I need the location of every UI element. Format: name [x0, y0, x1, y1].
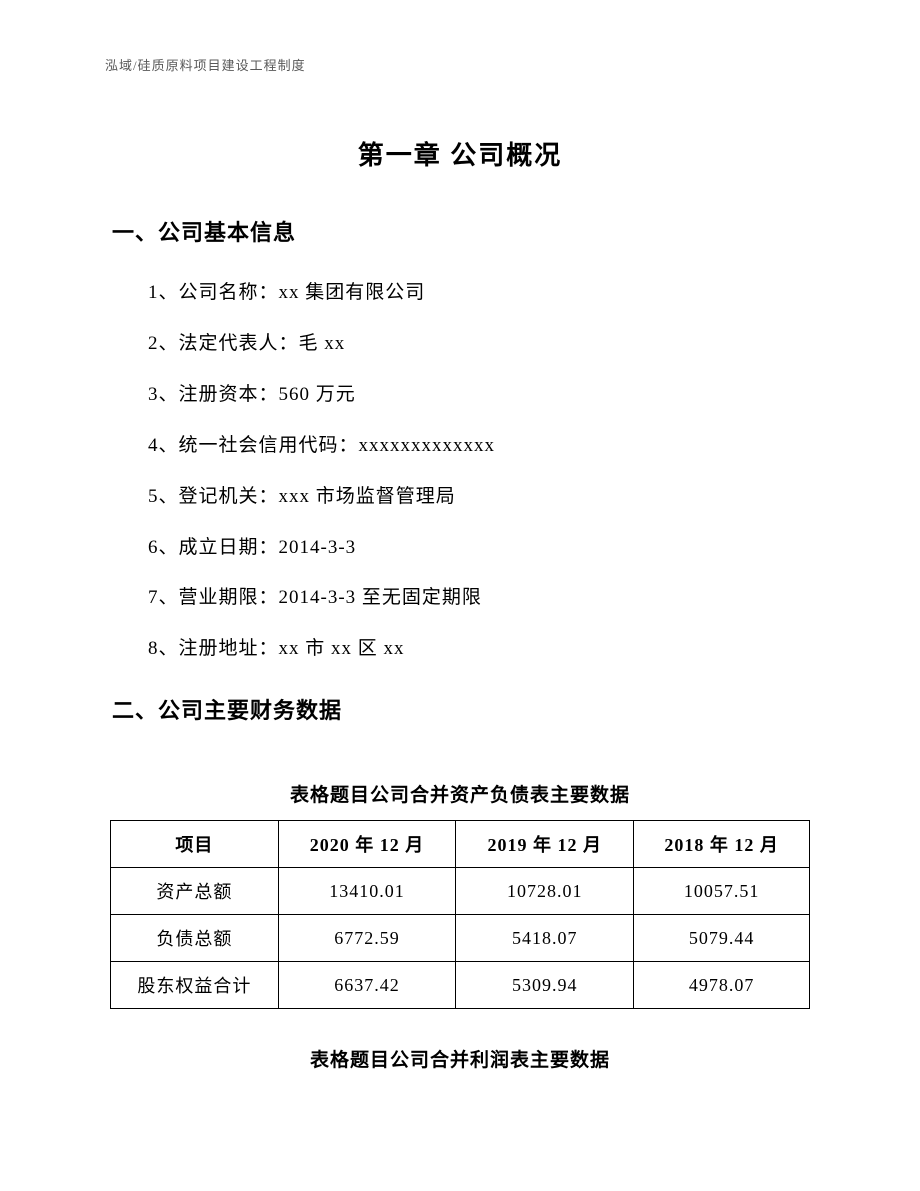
table-cell: 5309.94	[456, 962, 634, 1009]
info-item-est-date: 6、成立日期：2014-3-3	[148, 523, 495, 574]
table-row: 负债总额 6772.59 5418.07 5079.44	[111, 915, 810, 962]
table-header-row: 项目 2020 年 12 月 2019 年 12 月 2018 年 12 月	[111, 821, 810, 868]
table-cell: 5079.44	[634, 915, 810, 962]
table-row: 资产总额 13410.01 10728.01 10057.51	[111, 868, 810, 915]
table-header-cell: 2020 年 12 月	[278, 821, 456, 868]
info-item-company-name: 1、公司名称：xx 集团有限公司	[148, 268, 495, 319]
table-cell: 13410.01	[278, 868, 456, 915]
table-cell: 10057.51	[634, 868, 810, 915]
info-item-reg-authority: 5、登记机关：xxx 市场监督管理局	[148, 472, 495, 523]
info-item-reg-address: 8、注册地址：xx 市 xx 区 xx	[148, 624, 495, 675]
table-cell: 4978.07	[634, 962, 810, 1009]
table-cell: 资产总额	[111, 868, 279, 915]
section-heading-financial-data: 二、公司主要财务数据	[112, 693, 342, 725]
table-header-cell: 项目	[111, 821, 279, 868]
basic-info-list: 1、公司名称：xx 集团有限公司 2、法定代表人：毛 xx 3、注册资本：560…	[148, 268, 495, 675]
info-item-reg-capital: 3、注册资本：560 万元	[148, 370, 495, 421]
table-cell: 股东权益合计	[111, 962, 279, 1009]
table-title-profit-loss: 表格题目公司合并利润表主要数据	[0, 1045, 920, 1072]
table-cell: 负债总额	[111, 915, 279, 962]
balance-sheet-table: 项目 2020 年 12 月 2019 年 12 月 2018 年 12 月 资…	[110, 820, 810, 1009]
info-item-credit-code: 4、统一社会信用代码：xxxxxxxxxxxxx	[148, 421, 495, 472]
section-heading-basic-info: 一、公司基本信息	[112, 215, 296, 247]
table-row: 股东权益合计 6637.42 5309.94 4978.07	[111, 962, 810, 1009]
table-header-cell: 2018 年 12 月	[634, 821, 810, 868]
table-header-cell: 2019 年 12 月	[456, 821, 634, 868]
table-cell: 6637.42	[278, 962, 456, 1009]
table-cell: 10728.01	[456, 868, 634, 915]
table-cell: 5418.07	[456, 915, 634, 962]
page-header: 泓域/硅质原料项目建设工程制度	[105, 55, 306, 74]
table-cell: 6772.59	[278, 915, 456, 962]
table-title-balance-sheet: 表格题目公司合并资产负债表主要数据	[0, 780, 920, 807]
info-item-legal-rep: 2、法定代表人：毛 xx	[148, 319, 495, 370]
chapter-title: 第一章 公司概况	[0, 135, 920, 172]
info-item-business-term: 7、营业期限：2014-3-3 至无固定期限	[148, 573, 495, 624]
